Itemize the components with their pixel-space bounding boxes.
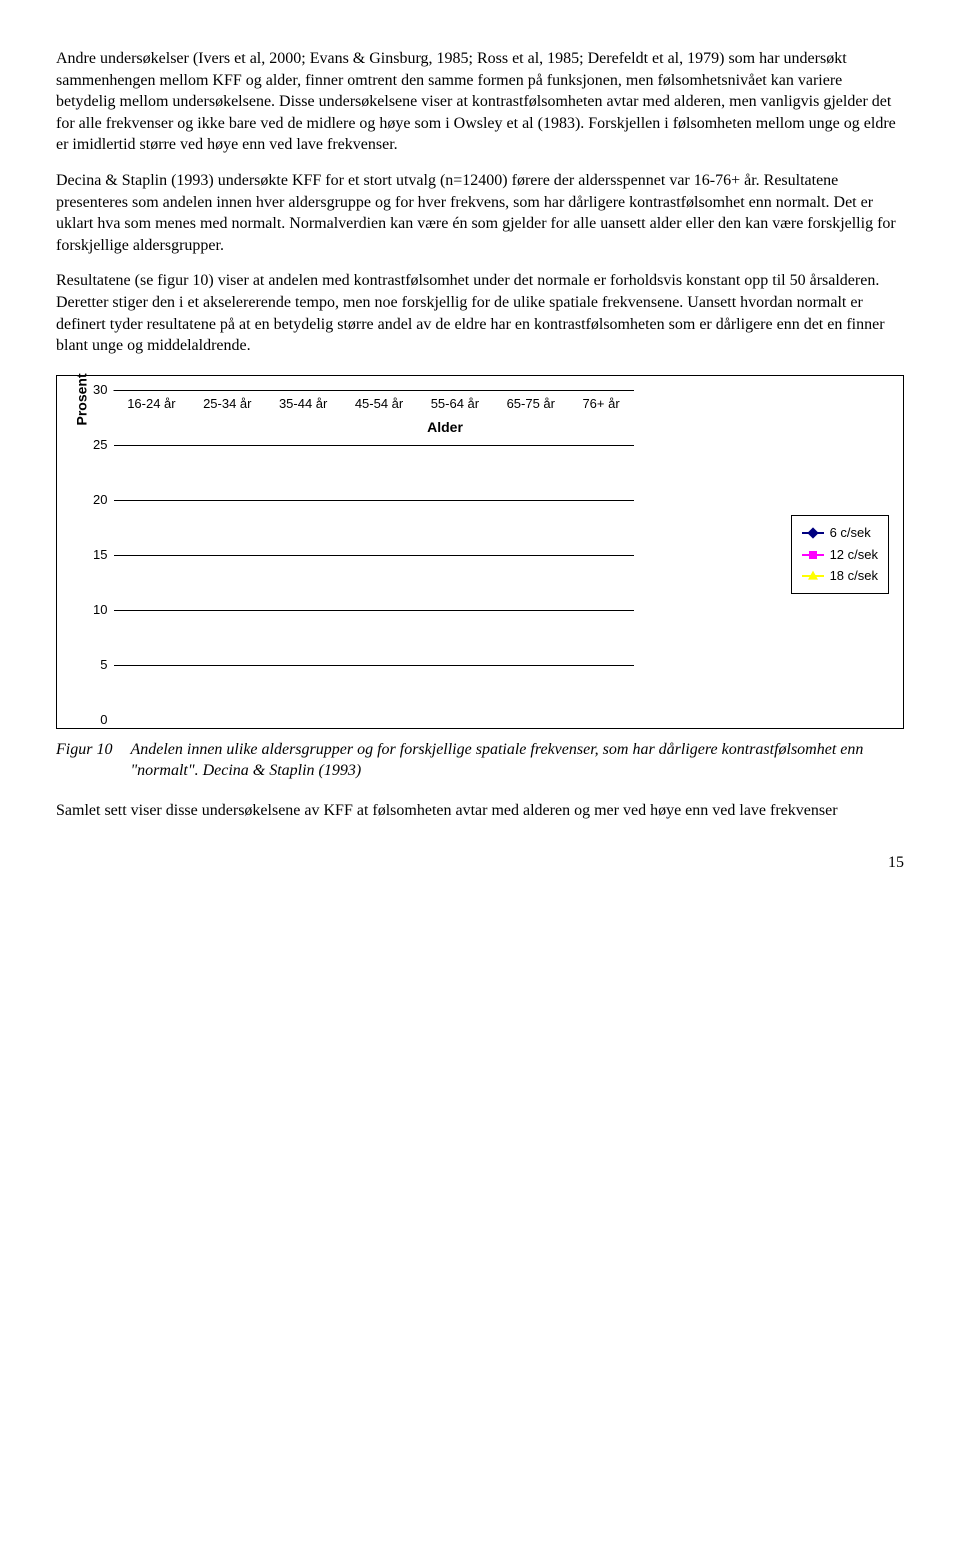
paragraph-3: Resultatene (se figur 10) viser at andel… [56,270,904,356]
legend-label: 18 c/sek [830,567,878,585]
paragraph-4: Samlet sett viser disse undersøkelsene a… [56,800,904,822]
paragraph-1: Andre undersøkelser (Ivers et al, 2000; … [56,48,904,156]
gridline [114,665,634,666]
x-tick-label: 25-34 år [203,395,251,413]
gridline [114,610,634,611]
figure-label: Figur 10 [56,739,112,782]
x-tick-label: 76+ år [582,395,619,413]
figure-caption-row: Figur 10 Andelen innen ulike aldersgrupp… [56,739,904,782]
legend-marker-icon [807,527,818,538]
y-axis: 302520151050 [93,390,113,720]
gridline [114,500,634,501]
legend-item: 12 c/sek [802,544,878,566]
x-tick-label: 65-75 år [507,395,555,413]
legend-line-icon [802,575,824,577]
plot-area [113,390,634,391]
y-axis-title: Prosent [73,373,92,425]
legend-line-icon [802,532,824,534]
legend-item: 18 c/sek [802,565,878,587]
x-tick-label: 16-24 år [127,395,175,413]
legend-label: 6 c/sek [830,524,871,542]
gridline [114,555,634,556]
chart-container: Prosent 302520151050 16-24 år 25-34 år 35-… [56,375,904,729]
figure-caption: Andelen innen ulike aldersgrupper og for… [130,739,904,782]
legend-label: 12 c/sek [830,546,878,564]
y-axis-title-cell: Prosent [71,390,93,409]
x-axis-title: Alder [113,418,776,437]
chart-legend: 6 c/sek 12 c/sek 18 c/sek [791,515,889,594]
x-tick-label: 35-44 år [279,395,327,413]
plot-wrap: 16-24 år 25-34 år 35-44 år 45-54 år 55-64 år… [113,390,776,437]
x-tick-label: 55-64 år [431,395,479,413]
gridline [114,390,634,391]
x-tick-label: 45-54 år [355,395,403,413]
legend-line-icon [802,554,824,556]
page-number: 15 [56,852,904,874]
legend-item: 6 c/sek [802,522,878,544]
legend-marker-icon [809,551,817,559]
chart: Prosent 302520151050 16-24 år 25-34 år 35-… [71,390,889,720]
paragraph-2: Decina & Staplin (1993) undersøkte KFF f… [56,170,904,256]
legend-marker-icon [808,571,818,580]
x-axis: 16-24 år 25-34 år 35-44 år 45-54 år 55-64 år… [113,395,633,413]
gridline [114,445,634,446]
